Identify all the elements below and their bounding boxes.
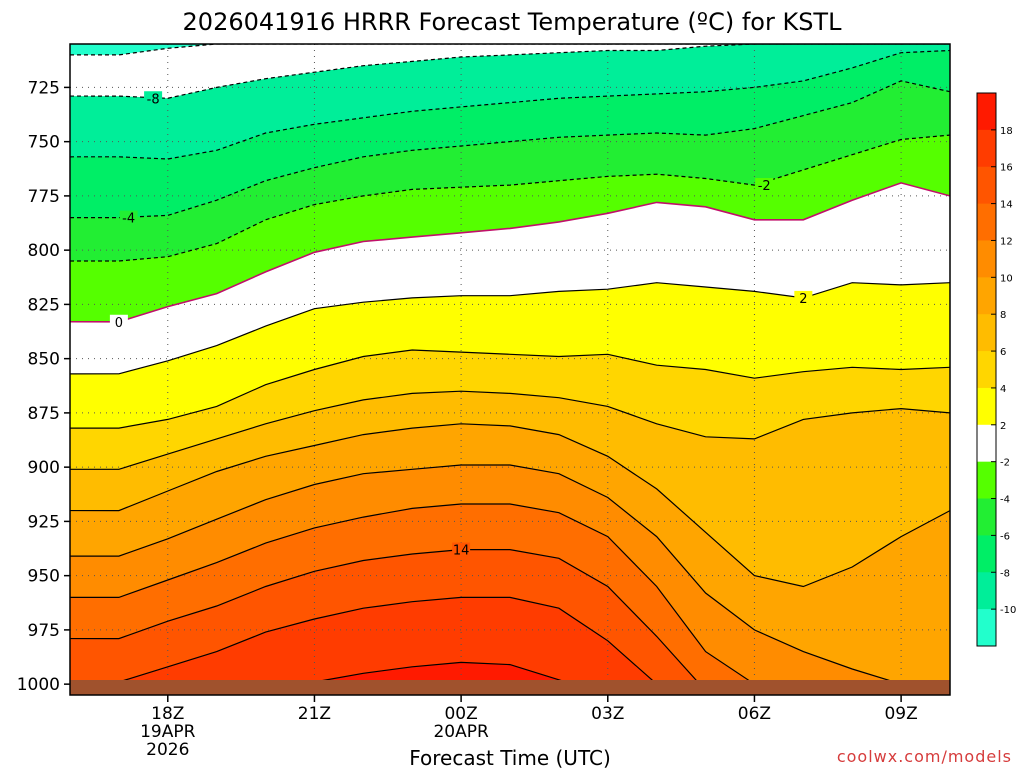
colorbar-swatch — [977, 129, 996, 168]
colorbar-label: 14 — [1000, 200, 1013, 211]
colorbar-swatch — [977, 93, 996, 131]
isotherm-label-bg — [109, 314, 128, 329]
isotherm-label: 0 — [115, 316, 123, 331]
plot-frame — [69, 43, 951, 696]
x-tick-label: 09Z — [884, 704, 917, 724]
y-tick-label: 750 — [28, 133, 60, 153]
y-tick-label: 800 — [28, 241, 60, 261]
x-tick-label: 00Z — [444, 704, 477, 724]
temperature-bands — [70, 44, 950, 695]
colorbar-swatch — [977, 351, 996, 389]
x-axis-title: Forecast Time (UTC) — [409, 746, 611, 768]
isotherm-6 — [70, 390, 950, 470]
isotherm-16 — [70, 596, 950, 695]
colorbar-swatch — [977, 609, 996, 647]
x-tick-label: 21Z — [298, 704, 331, 724]
isotherm-label: -4 — [122, 212, 135, 227]
colorbar-swatch — [977, 498, 996, 536]
isotherm-label: 14 — [453, 544, 470, 559]
y-tick-label: 900 — [28, 458, 60, 478]
chart-title: 2026041916 HRRR Forecast Temperature (ºC… — [183, 8, 843, 36]
y-tick-label: 1000 — [17, 675, 60, 695]
credit-text: coolwx.com/models — [837, 747, 1012, 766]
x-tick-label: 2026 — [146, 740, 189, 760]
colorbar-label: 6 — [1000, 347, 1006, 358]
isotherm-8 — [70, 423, 950, 588]
y-tick-label: 850 — [28, 350, 60, 370]
colorbar-swatch — [977, 203, 996, 241]
colorbar-label: 12 — [1000, 236, 1013, 247]
isotherm--4 — [70, 80, 950, 219]
y-tick-label: 725 — [28, 78, 60, 98]
isotherm-label: 2 — [799, 292, 807, 307]
x-tick-label: 06Z — [738, 704, 771, 724]
colorbar-label: -6 — [1000, 531, 1010, 542]
colorbar-swatch — [977, 572, 996, 610]
plot-area — [70, 44, 950, 695]
colorbar-label: 10 — [1000, 273, 1013, 284]
colorbar-frame — [976, 92, 997, 647]
colorbar-label: -2 — [1000, 458, 1010, 469]
isotherm-label-bg — [119, 210, 138, 225]
band-16 — [70, 597, 950, 695]
isotherm-14 — [70, 549, 950, 695]
y-axis-ticks: 725 750 775 800 825 850 875 900 925 950 975 1000 — [17, 78, 70, 695]
colorbar-swatch — [977, 314, 996, 352]
isotherm-0 — [70, 182, 950, 323]
x-tick-label: 03Z — [591, 704, 624, 724]
colorbar-swatch — [977, 166, 996, 205]
colorbar-swatch — [977, 424, 996, 463]
isotherm-4 — [70, 349, 950, 429]
isotherm-label-bg — [452, 542, 471, 557]
ground-surface — [70, 680, 950, 695]
isotherm-18 — [70, 661, 950, 695]
y-tick-label: 950 — [28, 567, 60, 587]
grid-lines — [70, 44, 950, 695]
isotherm-labels: -8 -4 -2 0 2 14 — [109, 91, 813, 559]
colorbar-label: 18 — [1000, 126, 1013, 137]
colorbar-label: 4 — [1000, 384, 1006, 395]
isotherm-10 — [70, 464, 950, 692]
y-tick-label: 825 — [28, 295, 60, 315]
colorbar-swatch — [977, 535, 996, 573]
colorbar-label: -10 — [1000, 605, 1016, 616]
colorbar-label: 2 — [1000, 421, 1006, 432]
colorbar: 18 16 14 12 10 8 6 4 2 -2 -4 -6 -8 -10 — [976, 92, 1016, 647]
colorbar-swatch — [977, 387, 996, 426]
y-tick-label: 775 — [28, 187, 60, 207]
x-tick-label: 19APR — [140, 722, 196, 742]
isotherm-label-bg — [144, 91, 163, 106]
isotherm-label-bg — [794, 290, 813, 305]
isotherm--2 — [70, 134, 950, 262]
colorbar-swatch — [977, 277, 996, 315]
isotherm-label-bg — [755, 178, 774, 193]
colorbar-label: -8 — [1000, 568, 1010, 579]
x-tick-label: 18Z — [151, 704, 184, 724]
isotherm-label: -8 — [147, 92, 160, 107]
x-tick-label: 20APR — [433, 722, 489, 742]
colorbar-label: 8 — [1000, 310, 1006, 321]
isotherm-label: -2 — [758, 179, 771, 194]
colorbar-swatch — [977, 240, 996, 278]
colorbar-swatch — [977, 461, 996, 500]
isotherm--6 — [70, 49, 950, 160]
y-tick-label: 875 — [28, 404, 60, 424]
isotherm--8 — [70, 44, 950, 99]
colorbar-label: -4 — [1000, 495, 1010, 506]
y-tick-label: 925 — [28, 512, 60, 532]
y-tick-label: 975 — [28, 621, 60, 641]
colorbar-label: 16 — [1000, 163, 1013, 174]
